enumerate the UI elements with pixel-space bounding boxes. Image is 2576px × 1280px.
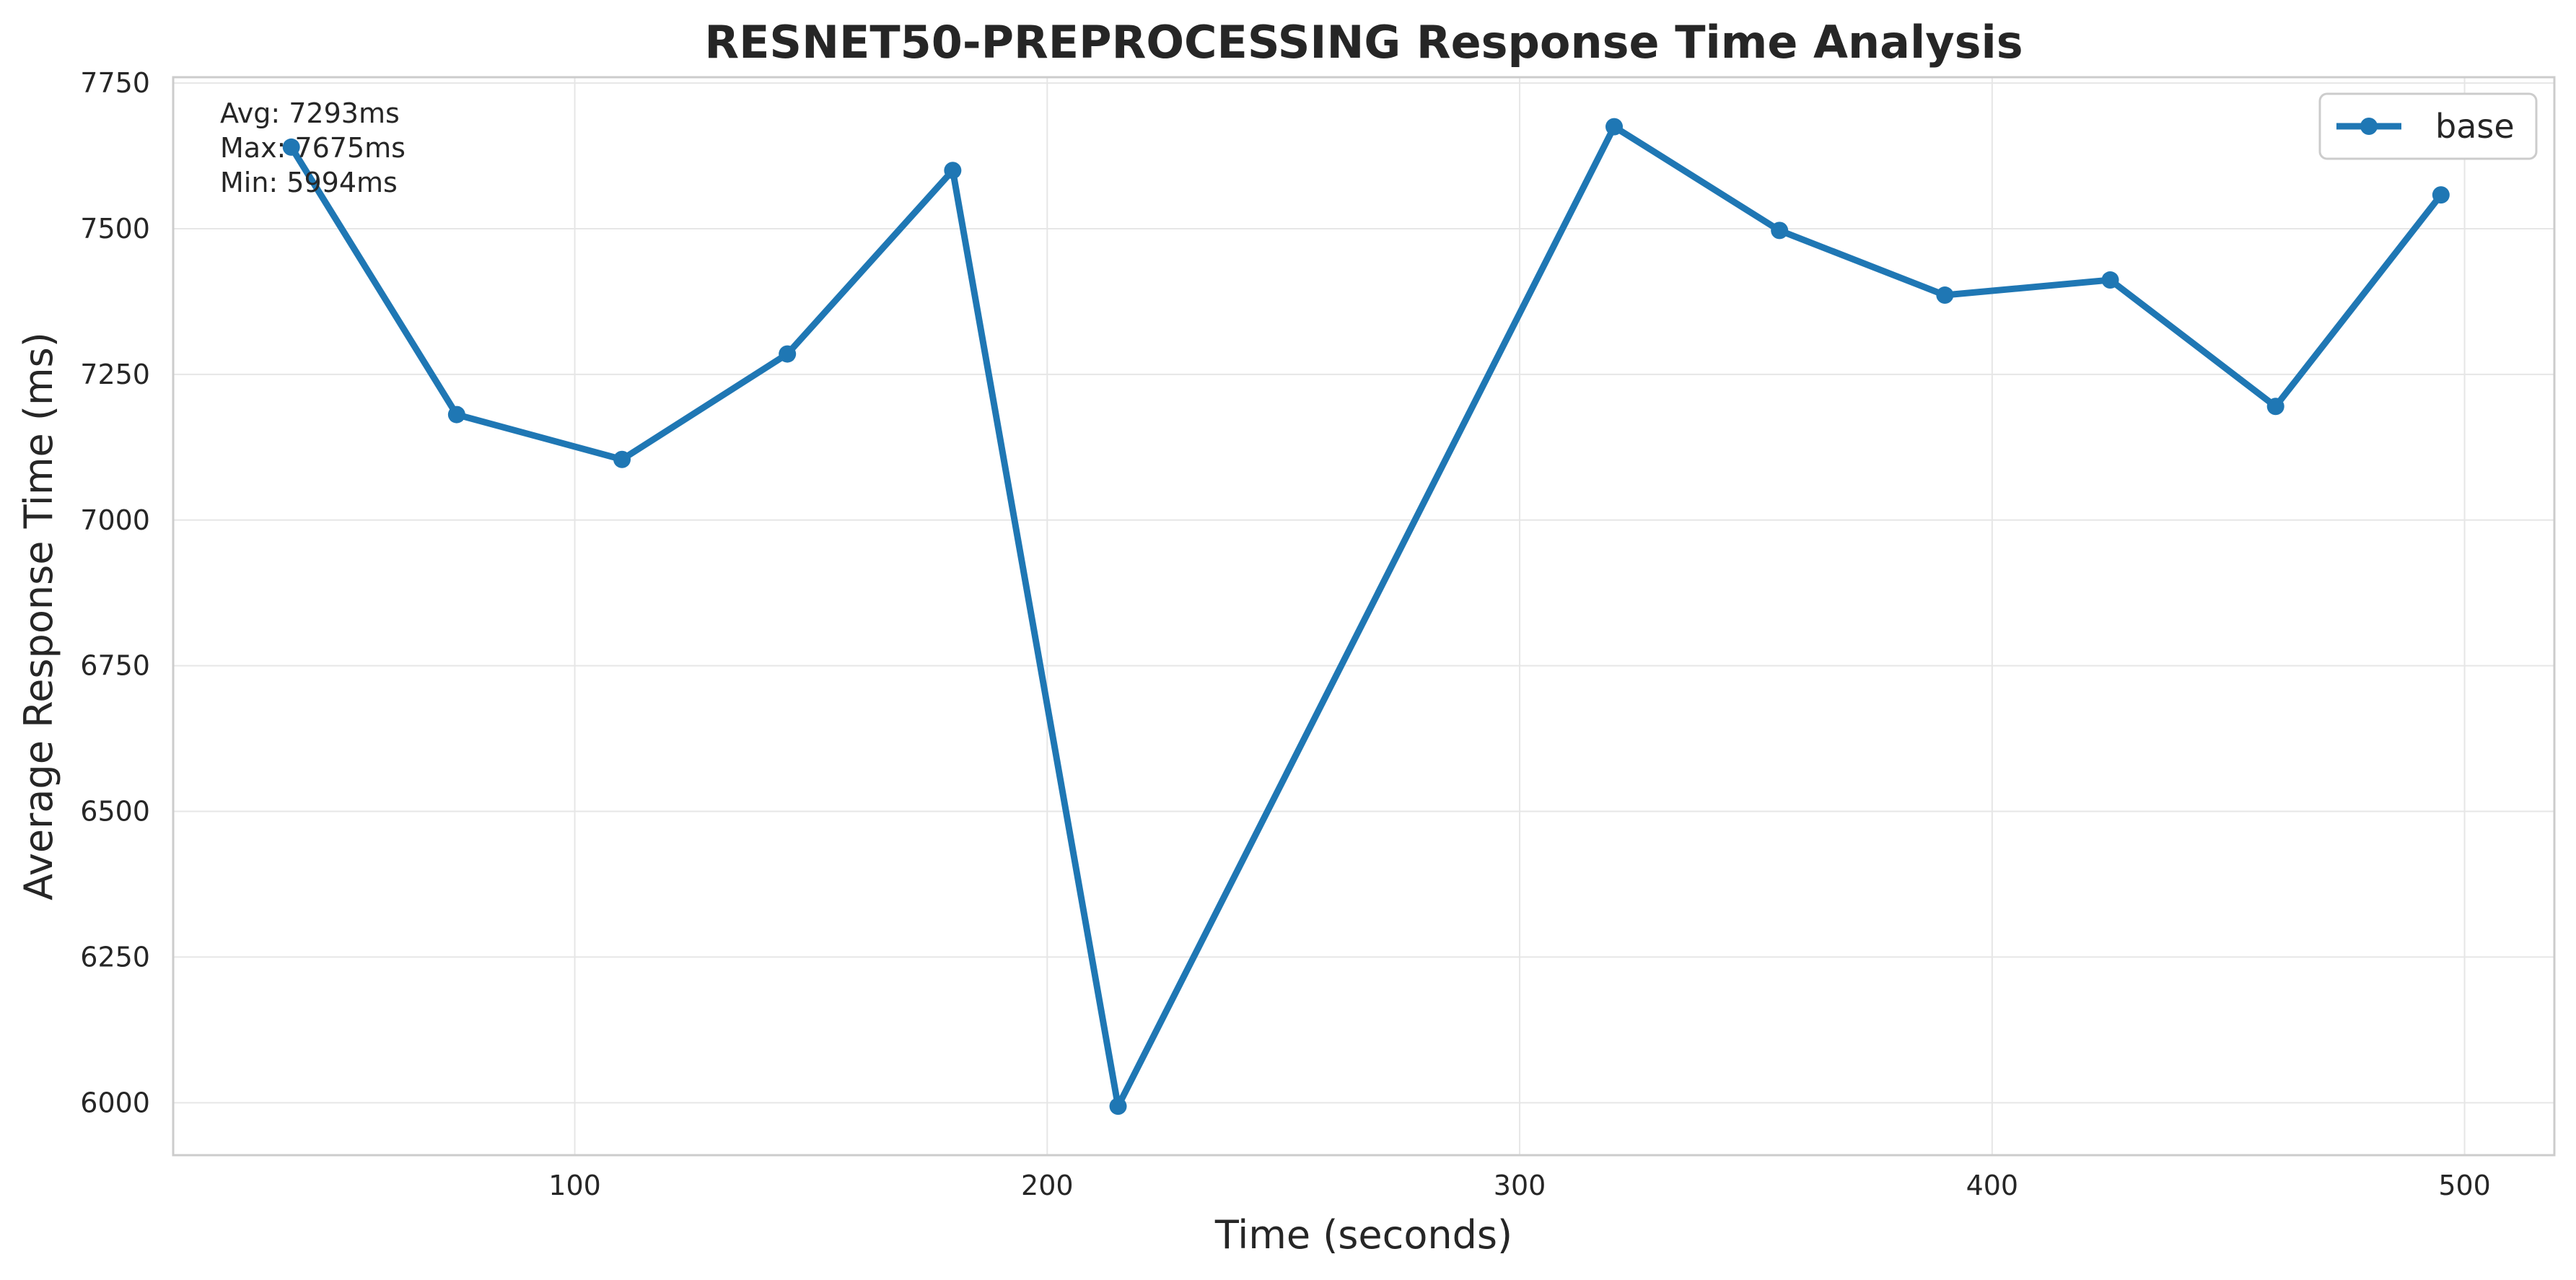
data-point (944, 162, 962, 180)
y-tick-label: 7750 (80, 67, 150, 99)
data-point (1109, 1097, 1127, 1115)
x-tick-label: 400 (1966, 1170, 2019, 1201)
y-tick-label: 7500 (80, 213, 150, 245)
stats-annotation: Avg: 7293ms Max: 7675ms Min: 5994ms (220, 97, 406, 198)
data-point (613, 450, 631, 468)
data-point (1771, 222, 1789, 240)
stats-avg: Avg: 7293ms (220, 97, 400, 129)
y-tick-label: 7250 (80, 359, 150, 390)
data-point (2266, 398, 2284, 416)
data-point (2432, 186, 2450, 204)
plot-frame (172, 76, 2556, 1157)
y-tick-label: 6000 (80, 1087, 150, 1118)
x-tick-label: 300 (1494, 1170, 1546, 1201)
y-tick-label: 6500 (80, 796, 150, 828)
y-axis-ticks: 6000 6250 6500 6750 7000 7250 7500 7750 (80, 67, 150, 1118)
legend: base (2318, 92, 2538, 160)
y-axis-label: Average Response Time (ms) (16, 332, 61, 900)
stats-min: Min: 5994ms (220, 167, 398, 198)
data-point (779, 345, 797, 363)
y-tick-label: 6250 (80, 941, 150, 973)
legend-box (2318, 92, 2538, 160)
data-point (1936, 286, 1954, 304)
series-base (282, 118, 2450, 1115)
data-point (2101, 271, 2119, 289)
y-tick-label: 7000 (80, 504, 150, 536)
grid (173, 77, 2554, 1155)
data-point (1605, 118, 1624, 136)
series-line (288, 123, 2445, 1110)
x-tick-label: 200 (1021, 1170, 1074, 1201)
data-point (447, 406, 465, 424)
y-tick-label: 6750 (80, 650, 150, 682)
data-point (282, 138, 300, 156)
legend-marker-swatch (2360, 118, 2378, 135)
x-axis-ticks: 100 200 300 400 500 (548, 1170, 2491, 1201)
x-axis-label: Time (seconds) (1214, 1212, 1512, 1258)
chart-title: RESNET50-PREPROCESSING Response Time Ana… (704, 16, 2023, 69)
stats-max: Max: 7675ms (220, 132, 406, 164)
legend-label-base: base (2435, 107, 2515, 146)
x-tick-label: 100 (548, 1170, 601, 1201)
x-tick-label: 500 (2438, 1170, 2491, 1201)
